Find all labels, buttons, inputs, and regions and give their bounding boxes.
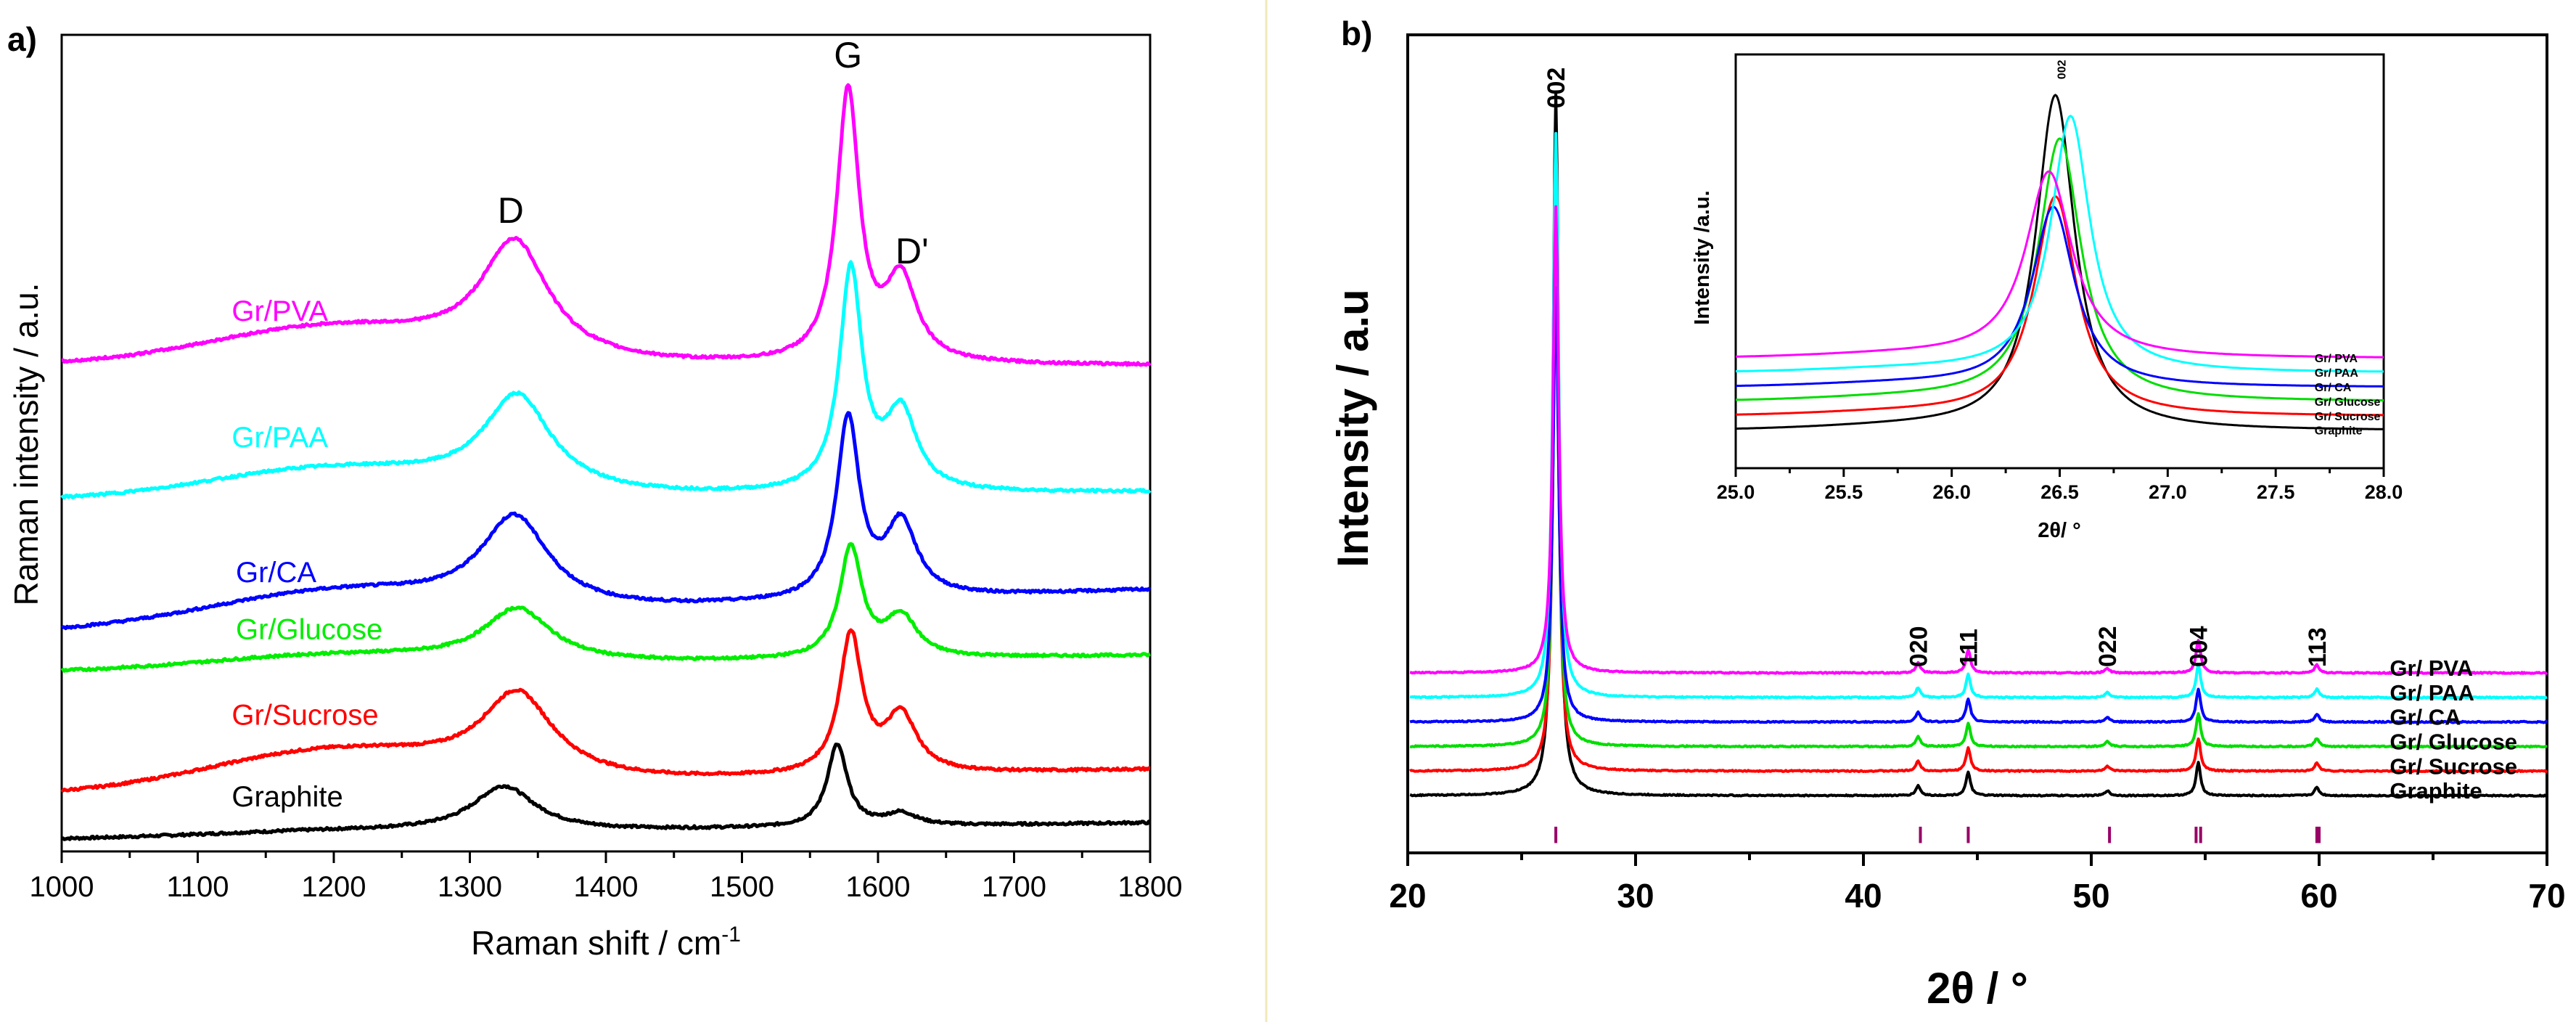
inset-plot-frame	[1734, 53, 2385, 470]
raman-x-tick-label: 1800	[1118, 871, 1183, 903]
xrd-x-tick-label: 20	[1389, 877, 1426, 915]
raman-chart: a) Graphite Gr/Sucrose Gr/Glucose Gr/CA Gr/P…	[7, 20, 1182, 962]
xrd-legend-gr-glucose: Gr/ Glucose	[2390, 729, 2517, 754]
xrd-line-gr-glucose	[1409, 270, 2548, 749]
xrd-reference-label-111: 111	[1955, 629, 1982, 667]
inset-x-tick-label: 25.5	[1825, 481, 1863, 503]
inset-x-tick-label: 26.0	[1932, 481, 1971, 503]
xrd-line-graphite	[1409, 91, 2548, 798]
xrd-reference-label-022: 022	[2094, 626, 2122, 667]
inset-y-axis-title: Intensity /a.u.	[1691, 190, 1714, 324]
raman-label-gr-ca: Gr/CA	[236, 557, 316, 589]
xrd-x-tick-label: 50	[2072, 877, 2109, 915]
inset-x-tick-label: 25.0	[1717, 481, 1755, 503]
raman-x-tick-label: 1300	[438, 871, 502, 903]
inset-line-gr-sucrose	[1735, 195, 2384, 417]
raman-x-tick-label: 1100	[166, 871, 229, 903]
raman-label-graphite: Graphite	[231, 781, 342, 813]
raman-line-gr-ca	[60, 411, 1151, 631]
xrd-legend-gr-pva: Gr/ PVA	[2390, 655, 2473, 681]
raman-line-gr-paa	[60, 260, 1152, 500]
raman-x-tick-label: 1500	[710, 871, 774, 903]
inset-line-graphite	[1736, 94, 2384, 430]
xrd-reference-label-002: 002	[1543, 68, 1570, 109]
raman-y-axis-title: Raman intensity / a.u.	[7, 283, 45, 606]
raman-x-tick-label: 1700	[982, 871, 1046, 903]
xrd-reference-labels: 002 020 111 022 004 113	[1543, 68, 2331, 667]
raman-peak-label-d: D	[498, 190, 524, 231]
raman-series-group	[60, 83, 1152, 841]
raman-x-tick-label: 1400	[574, 871, 639, 903]
xrd-x-tick-label: 60	[2300, 877, 2337, 915]
raman-line-gr-glucose	[60, 541, 1151, 673]
inset-legend-gr-sucrose: Gr/ Sucrose	[2315, 411, 2381, 423]
xrd-legend-graphite: Graphite	[2390, 778, 2482, 804]
raman-label-gr-sucrose: Gr/Sucrose	[231, 700, 378, 732]
xrd-x-tick-label: 40	[1845, 877, 1882, 915]
xrd-x-ticks: 20 30 40 50 60 70	[1389, 853, 2566, 915]
raman-peak-label-g: G	[834, 35, 862, 75]
xrd-reference-ticks	[1554, 826, 2321, 843]
inset-legend-graphite: Graphite	[2315, 425, 2363, 438]
inset-line-gr-pva	[1736, 170, 2384, 359]
xrd-line-gr-sucrose	[1408, 246, 2548, 774]
raman-peak-labels: D G D'	[498, 35, 929, 271]
raman-plot-frame	[60, 33, 1152, 853]
inset-x-tick-label: 27.5	[2257, 481, 2295, 503]
inset-x-tick-label: 27.0	[2149, 481, 2187, 503]
inset-series-group	[1735, 94, 2384, 430]
xrd-legend-gr-paa: Gr/ PAA	[2390, 680, 2474, 706]
xrd-x-tick-label: 30	[1617, 877, 1654, 915]
inset-legend-gr-glucose: Gr/ Glucose	[2315, 396, 2381, 409]
inset-legend-gr-paa: Gr/ PAA	[2315, 367, 2359, 380]
inset-legend: Gr/ PVA Gr/ PAA Gr/ CA Gr/ Glucose Gr/ Sucro…	[2315, 353, 2381, 438]
raman-x-ticks: 1000 1100 1200 1300 1400 1500 1600 1700 1800	[30, 851, 1183, 903]
raman-x-tick-label: 1000	[30, 871, 94, 903]
xrd-y-axis-title: Intensity / a.u	[1329, 289, 1377, 567]
raman-x-tick-label: 1600	[846, 871, 911, 903]
raman-label-gr-paa: Gr/PAA	[231, 422, 328, 454]
xrd-reference-label-004: 004	[2186, 626, 2213, 667]
xrd-legend-gr-ca: Gr/ CA	[2390, 705, 2461, 730]
raman-series-labels: Graphite Gr/Sucrose Gr/Glucose Gr/CA Gr/PAA G…	[231, 295, 382, 813]
raman-label-gr-pva: Gr/PVA	[231, 295, 328, 327]
inset-line-gr-paa	[1736, 115, 2384, 373]
inset-x-tick-label: 26.5	[2040, 481, 2079, 503]
inset-legend-gr-pva: Gr/ PVA	[2315, 353, 2358, 365]
xrd-legend-gr-sucrose: Gr/ Sucrose	[2390, 753, 2517, 779]
raman-line-gr-sucrose	[60, 628, 1151, 793]
raman-line-graphite	[61, 743, 1151, 841]
xrd-reference-label-020: 020	[1905, 626, 1932, 667]
inset-x-tick-label: 28.0	[2365, 481, 2403, 503]
raman-x-tick-label: 1200	[302, 871, 366, 903]
xrd-line-gr-pva	[1409, 205, 2548, 675]
xrd-x-tick-label: 70	[2528, 877, 2565, 915]
inset-peak-label: 002	[2056, 60, 2069, 79]
raman-x-axis-title: Raman shift / cm-1	[471, 923, 741, 962]
xrd-inset: Gr/ PVA Gr/ PAA Gr/ CA Gr/ Glucose Gr/ Sucro…	[1691, 53, 2403, 542]
xrd-line-gr-ca	[1409, 286, 2548, 724]
xrd-series-group	[1408, 91, 2548, 798]
raman-label-gr-glucose: Gr/Glucose	[236, 614, 382, 646]
panel-label-b: b)	[1341, 15, 1372, 52]
xrd-x-axis-title: 2θ / °	[1927, 964, 2028, 1013]
xrd-reference-label-113: 113	[2304, 627, 2331, 667]
raman-line-gr-pva	[61, 83, 1152, 367]
inset-peak-label-group: 002	[2056, 60, 2069, 79]
xrd-line-gr-paa	[1409, 131, 2548, 700]
inset-x-axis-title: 2θ/ °	[2038, 519, 2081, 542]
inset-line-gr-glucose	[1736, 137, 2384, 401]
inset-x-ticks: 25.0 25.5 26.0 26.5 27.0 27.5 28.0	[1717, 468, 2403, 503]
inset-line-gr-ca	[1736, 205, 2384, 388]
panel-label-a: a)	[7, 20, 37, 58]
inset-legend-gr-ca: Gr/ CA	[2315, 382, 2352, 394]
raman-peak-label-d-prime: D'	[895, 231, 929, 271]
